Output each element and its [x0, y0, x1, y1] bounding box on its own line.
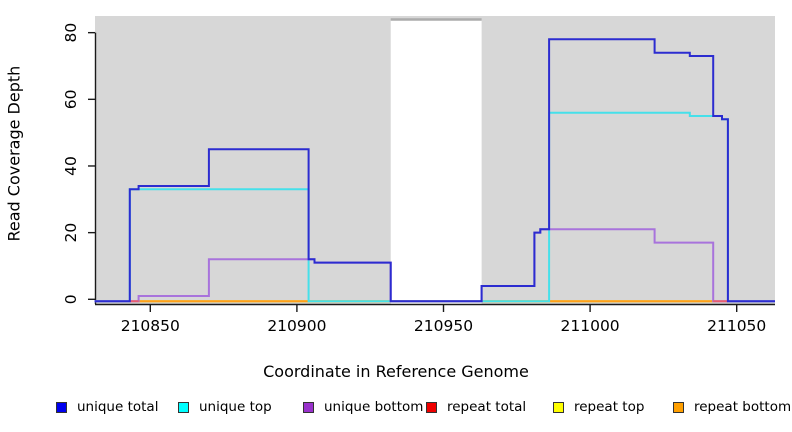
x-axis-title: Coordinate in Reference Genome	[263, 362, 529, 381]
legend-label: unique bottom	[324, 399, 424, 415]
y-tick-label: 60	[62, 89, 80, 109]
legend-item-repeat-total: repeat total	[426, 398, 526, 416]
gap-region	[390, 20, 482, 304]
legend-swatch-icon	[553, 401, 564, 413]
legend-item-repeat-top: repeat top	[553, 398, 644, 416]
y-axis-title: Read Coverage Depth	[4, 65, 24, 242]
legend-swatch-icon	[426, 401, 437, 413]
x-tick-label: 210900	[267, 317, 326, 335]
legend-label: unique total	[77, 399, 159, 415]
x-tick-label: 210950	[414, 317, 473, 335]
legend-label: repeat top	[574, 399, 645, 415]
x-tick-label: 211000	[561, 317, 620, 335]
legend-label: repeat total	[447, 399, 527, 415]
y-tick-label: 80	[62, 23, 80, 43]
y-tick-label: 40	[62, 156, 80, 176]
legend-item-repeat-bottom: repeat bottom	[673, 398, 791, 416]
legend-item-unique-bottom: unique bottom	[303, 398, 423, 416]
series-line-unique-total	[94, 38, 775, 303]
x-tick-label: 210850	[121, 317, 180, 335]
legend-swatch-icon	[303, 401, 314, 413]
legend-swatch-icon	[56, 401, 67, 413]
legend-swatch-icon	[178, 401, 189, 413]
legend-label: unique top	[199, 399, 272, 415]
legend-item-unique-top: unique top	[178, 398, 272, 416]
x-tick-label: 211050	[707, 317, 766, 335]
legend-label: repeat bottom	[694, 399, 792, 415]
y-tick-label: 20	[62, 223, 80, 243]
y-tick-label: 0	[62, 294, 80, 304]
legend-swatch-icon	[673, 401, 684, 413]
coverage-plot-canvas: 210850 210900 210950 211000 211050 0 20 40 60 80	[62, 16, 775, 335]
legend-item-unique-total: unique total	[56, 398, 158, 416]
chart-legend: unique total unique top unique bottom repea…	[0, 398, 792, 418]
